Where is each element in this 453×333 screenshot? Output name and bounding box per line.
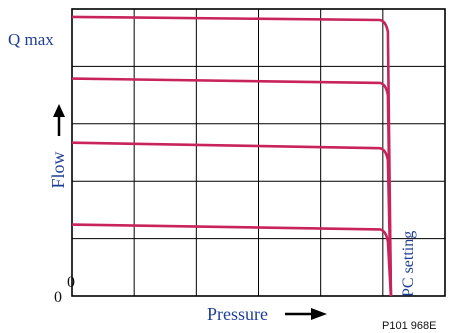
- grid: [71, 8, 446, 297]
- curves: [71, 15, 393, 297]
- x-origin-label: 0: [67, 274, 75, 291]
- figure-code: P101 968E: [382, 320, 436, 332]
- flow-curve-3: [71, 141, 393, 297]
- x-axis-arrow: [285, 308, 327, 320]
- y-origin-label: 0: [54, 289, 62, 306]
- plot-frame: [71, 8, 446, 297]
- y-top-label: Q max: [8, 30, 54, 49]
- flow-curve-4: [71, 223, 393, 297]
- y-axis-arrow: [53, 104, 65, 136]
- flow-curve-2: [71, 77, 393, 297]
- y-axis-label: Flow: [48, 151, 68, 188]
- pc-setting-label: PC setting: [400, 231, 417, 297]
- x-axis-label: Pressure: [207, 304, 268, 324]
- flow-curve-1: [71, 15, 393, 297]
